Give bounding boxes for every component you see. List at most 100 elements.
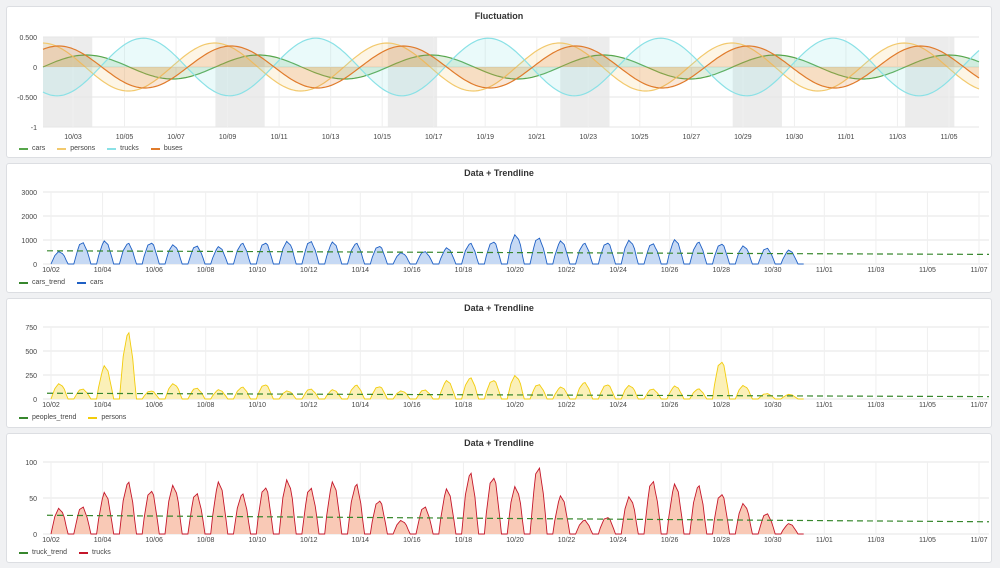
x-tick-label: 10/29 <box>734 134 752 141</box>
series-line-persons <box>50 331 804 400</box>
x-tick-label: 10/08 <box>197 267 215 274</box>
legend-item[interactable]: cars <box>19 145 45 152</box>
legend-item[interactable]: trucks <box>107 145 139 152</box>
legend-swatch <box>19 551 28 554</box>
x-tick-label: 10/18 <box>455 402 473 409</box>
x-tick-label: 10/25 <box>631 134 649 141</box>
x-tick-label: 10/22 <box>558 402 576 409</box>
series-area-persons <box>43 43 979 91</box>
y-tick-label: 0 <box>33 262 37 269</box>
x-tick-label: 10/06 <box>145 267 163 274</box>
series-area-trucks <box>51 468 804 534</box>
persons-chart: 750 500 250 0 10/02 10/04 10/06 10/08 10/10 10/12… <box>25 325 990 409</box>
legend-label: truck_trend <box>32 549 68 556</box>
x-tick-label: 10/18 <box>455 537 473 544</box>
x-tick-label: 10/06 <box>145 537 163 544</box>
panel-title: Fluctuation <box>474 11 524 21</box>
legend-swatch <box>150 147 160 150</box>
x-tick-label: 10/20 <box>506 537 524 544</box>
legend-item[interactable]: persons <box>57 145 95 152</box>
x-tick-label: 11/03 <box>867 402 884 409</box>
legend-label: trucks <box>92 549 111 556</box>
x-tick-label: 10/21 <box>528 134 546 141</box>
y-tick-label: 3000 <box>21 190 37 197</box>
legend: peoples_trend persons <box>19 414 126 421</box>
x-tick-label: 10/30 <box>764 267 782 274</box>
x-tick-label: 11/03 <box>867 267 884 274</box>
legend-swatch <box>88 416 98 419</box>
x-tick-label: 10/02 <box>42 402 60 409</box>
series-line-persons <box>42 42 980 92</box>
legend-label: buses <box>163 145 183 152</box>
x-tick-label: 10/03 <box>64 134 82 141</box>
x-tick-label: 10/20 <box>506 402 524 409</box>
legend-item[interactable]: buses <box>150 145 183 152</box>
y-tick-label: 1000 <box>21 238 37 245</box>
x-tick-label: 11/03 <box>889 134 906 141</box>
legend-label: peoples_trend <box>32 414 77 421</box>
cars-trend-panel: Data + Trendline 3000 2000 1000 0 10/02 10/04… <box>6 163 992 293</box>
x-tick-label: 10/17 <box>425 134 443 141</box>
x-tick-label: 11/05 <box>941 134 958 141</box>
persons-trend-panel: Data + Trendline 750 500 250 0 10/02 10/04 10/… <box>6 298 992 428</box>
legend-swatch <box>107 147 117 150</box>
cars-chart: 3000 2000 1000 0 10/02 10/04 10/06 10/08 10/10 10… <box>21 190 990 274</box>
y-tick-label: 750 <box>25 325 37 332</box>
x-tick-label: 10/26 <box>661 267 679 274</box>
x-tick-label: 10/11 <box>271 134 288 141</box>
x-tick-label: 10/16 <box>403 402 421 409</box>
y-tick-label: 100 <box>25 460 37 467</box>
x-tick-label: 10/04 <box>94 267 112 274</box>
x-tick-label: 10/10 <box>248 537 266 544</box>
legend-item[interactable]: truck_trend <box>19 549 67 556</box>
y-tick-label: 50 <box>29 496 37 503</box>
x-tick-label: 10/30 <box>764 537 782 544</box>
x-tick-label: 10/09 <box>219 134 237 141</box>
x-tick-label: 10/07 <box>167 134 185 141</box>
x-tick-label: 10/04 <box>94 537 112 544</box>
legend-item[interactable]: peoples_trend <box>19 414 76 421</box>
x-tick-label: 10/20 <box>506 267 524 274</box>
y-tick-label: -0.500 <box>17 95 37 102</box>
legend-item[interactable]: trucks <box>79 549 111 556</box>
legend-item[interactable]: persons <box>88 414 126 421</box>
series-area-trucks <box>43 38 979 96</box>
x-tick-label: 11/03 <box>867 537 884 544</box>
x-tick-label: 10/02 <box>42 267 60 274</box>
y-tick-label: -1 <box>31 125 37 132</box>
legend: truck_trend trucks <box>19 549 111 556</box>
series-line-cars <box>50 233 804 265</box>
x-tick-label: 10/12 <box>300 402 318 409</box>
x-tick-label: 11/05 <box>919 402 936 409</box>
x-tick-label: 10/12 <box>300 537 318 544</box>
legend-label: trucks <box>120 145 139 152</box>
x-tick-label: 10/16 <box>403 537 421 544</box>
x-tick-label: 10/28 <box>712 402 730 409</box>
fluctuation-chart: 0.500 0 -0.500 -1 10/03 10/05 10/07 10/09 10/11 1… <box>17 35 980 141</box>
x-tick-label: 10/12 <box>300 267 318 274</box>
legend-swatch <box>19 416 28 419</box>
x-tick-label: 10/14 <box>352 402 370 409</box>
series-area-persons <box>51 332 804 399</box>
x-tick-label: 10/28 <box>712 267 730 274</box>
x-tick-label: 10/02 <box>42 537 60 544</box>
x-tick-label: 10/16 <box>403 267 421 274</box>
legend-item[interactable]: cars_trend <box>19 279 65 286</box>
panel-title: Data + Trendline <box>464 303 534 313</box>
series-area-cars <box>51 234 804 264</box>
legend-swatch <box>57 147 67 150</box>
x-tick-label: 10/26 <box>661 537 679 544</box>
legend-swatch <box>77 281 87 284</box>
x-tick-label: 10/18 <box>455 267 473 274</box>
series-line-peoples_trend <box>46 392 990 398</box>
x-tick-label: 11/01 <box>816 267 833 274</box>
legend-item[interactable]: cars <box>77 279 103 286</box>
panel-title: Data + Trendline <box>464 168 534 178</box>
x-tick-label: 11/05 <box>919 267 936 274</box>
y-tick-label: 0.500 <box>19 35 37 42</box>
x-tick-label: 10/24 <box>609 402 627 409</box>
series-line-truck_trend <box>46 514 990 523</box>
x-tick-label: 11/07 <box>971 537 988 544</box>
x-tick-label: 10/30 <box>786 134 804 141</box>
x-tick-label: 10/28 <box>712 537 730 544</box>
